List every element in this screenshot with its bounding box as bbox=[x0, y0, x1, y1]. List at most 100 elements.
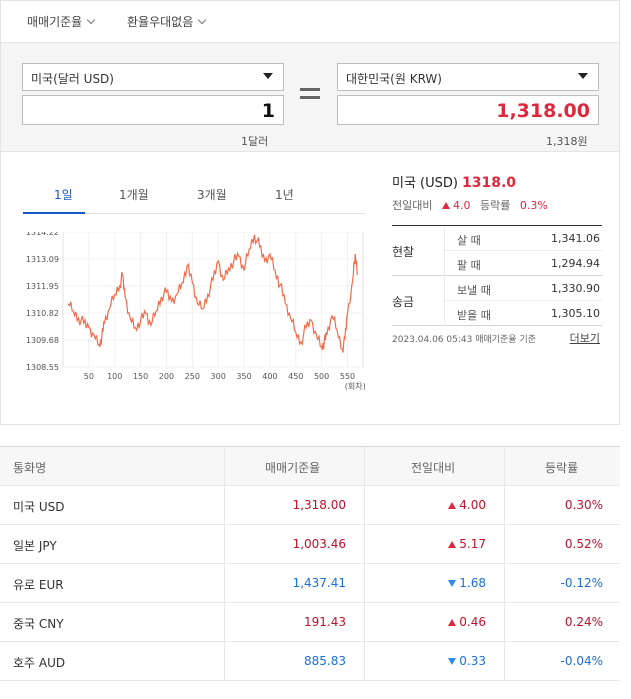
equals-icon bbox=[300, 88, 320, 104]
change-value: 0.33 bbox=[459, 654, 486, 668]
to-currency-select[interactable]: 대한민국(원 KRW) bbox=[337, 63, 599, 91]
summary-currency: 미국 (USD) bbox=[392, 176, 458, 191]
change-label: 전일대비 bbox=[392, 199, 433, 212]
change-value: 5.17 bbox=[459, 537, 486, 551]
to-currency-label: 대한민국(원 KRW) bbox=[346, 72, 442, 86]
x-unit-label: (회차) bbox=[345, 382, 366, 391]
x-tick-label: 150 bbox=[133, 372, 148, 381]
rate-row: 팔 때 1,294.94 bbox=[444, 251, 602, 276]
rate-row-value: 1,305.10 bbox=[551, 307, 600, 320]
header-name: 통화명 bbox=[13, 461, 47, 475]
rate-row: 받을 때 1,305.10 bbox=[444, 301, 602, 326]
x-tick-label: 500 bbox=[314, 372, 329, 381]
table-row[interactable]: 미국 USD 1,318.00 4.00 0.30% bbox=[0, 486, 620, 525]
from-currency-label: 미국(달러 USD) bbox=[31, 72, 114, 86]
x-tick-label: 350 bbox=[236, 372, 251, 381]
rate-type-label: 매매기준율 bbox=[27, 15, 83, 29]
table-row[interactable]: 일본 JPY 1,003.46 5.17 0.52% bbox=[0, 525, 620, 564]
more-link[interactable]: 더보기 bbox=[569, 332, 600, 345]
currency-rate: 191.43 bbox=[304, 615, 346, 629]
header-change: 전일대비 bbox=[411, 461, 456, 475]
currency-rate: 885.83 bbox=[304, 654, 346, 668]
change-value: 0.46 bbox=[459, 615, 486, 629]
currency-name[interactable]: 중국 CNY bbox=[13, 617, 64, 631]
rate-row: 보낼 때 1,330.90 bbox=[444, 276, 602, 301]
currency-pct: 0.24% bbox=[564, 615, 603, 629]
table-row[interactable]: 호주 AUD 885.83 0.33 -0.04% bbox=[0, 642, 620, 681]
rate-row-value: 1,341.06 bbox=[551, 232, 600, 245]
rate-panel: 1일 1개월 3개월 1년 1314.22 1313.09 1311.95 1310.… bbox=[0, 152, 620, 425]
currency-change: 4.00 bbox=[448, 498, 486, 512]
up-arrow-icon bbox=[448, 541, 457, 548]
dropdown-arrow-icon bbox=[578, 73, 588, 79]
table-row[interactable]: 중국 CNY 191.43 0.46 0.24% bbox=[0, 603, 620, 642]
group-name: 현찰 bbox=[392, 245, 415, 259]
rate-row-value: 1,330.90 bbox=[551, 282, 600, 295]
chevron-down-icon bbox=[198, 15, 207, 25]
x-tick-label: 100 bbox=[107, 372, 122, 381]
group-name: 송금 bbox=[392, 295, 415, 309]
down-arrow-icon bbox=[448, 580, 457, 587]
remit-rate-group: 송금 보낼 때 1,330.90 받을 때 1,305.10 bbox=[392, 276, 602, 326]
summary-rate: 1318.0 bbox=[461, 175, 517, 191]
currency-list: 통화명 매매기준율 전일대비 등락률 미국 USD 1,318.00 4.00 0.3… bbox=[0, 446, 620, 681]
dropdown-arrow-icon bbox=[263, 73, 273, 79]
y-tick-label: 1313.09 bbox=[26, 255, 59, 264]
from-currency-select[interactable]: 미국(달러 USD) bbox=[22, 63, 284, 91]
to-amount-input[interactable]: 1,318.00 bbox=[337, 95, 599, 125]
currency-rate: 1,003.46 bbox=[292, 537, 346, 551]
summary-change: 4.0 bbox=[452, 199, 471, 212]
plot-area bbox=[62, 232, 364, 368]
header-rate: 매매기준율 bbox=[265, 461, 321, 475]
table-row[interactable]: 유로 EUR 1,437.41 1.68 -0.12% bbox=[0, 564, 620, 603]
x-tick-label: 550 bbox=[340, 372, 355, 381]
x-tick-label: 300 bbox=[211, 372, 226, 381]
currency-change: 0.33 bbox=[448, 654, 486, 668]
header-pct: 등락률 bbox=[545, 461, 579, 475]
down-arrow-icon bbox=[448, 658, 457, 665]
tab-1day[interactable]: 1일 bbox=[54, 188, 73, 202]
rate-row-label: 팔 때 bbox=[457, 259, 481, 272]
tab-3month[interactable]: 3개월 bbox=[197, 188, 227, 202]
currency-pct: 0.30% bbox=[564, 498, 603, 512]
up-arrow-icon bbox=[448, 619, 457, 626]
currency-name[interactable]: 유로 EUR bbox=[13, 578, 64, 592]
currency-change: 0.46 bbox=[448, 615, 486, 629]
currency-pct: -0.12% bbox=[560, 576, 603, 590]
summary-pct: 0.3% bbox=[519, 199, 548, 212]
from-unit-label: 1달러 bbox=[241, 135, 269, 148]
active-tab-indicator bbox=[23, 212, 85, 214]
x-tick-label: 50 bbox=[84, 372, 94, 381]
rate-type-dropdown[interactable]: 매매기준율 bbox=[27, 13, 96, 30]
currency-name[interactable]: 일본 JPY bbox=[13, 539, 57, 553]
tab-1year[interactable]: 1년 bbox=[275, 188, 294, 202]
rate-detail-table: 현찰 살 때 1,341.06 팔 때 1,294.94 송금 보낼 때 1,3… bbox=[392, 225, 602, 326]
currency-pct: -0.04% bbox=[560, 654, 603, 668]
currency-name[interactable]: 미국 USD bbox=[13, 500, 65, 514]
y-tick-label: 1308.55 bbox=[26, 363, 59, 372]
from-amount-input[interactable]: 1 bbox=[22, 95, 284, 125]
period-tabs: 1일 1개월 3개월 1년 bbox=[23, 184, 365, 214]
currency-rate: 1,318.00 bbox=[292, 498, 346, 512]
preference-dropdown[interactable]: 환율우대없음 bbox=[127, 13, 207, 30]
currency-name[interactable]: 호주 AUD bbox=[13, 656, 66, 670]
rate-series-line bbox=[67, 234, 359, 353]
x-tick-label: 400 bbox=[262, 372, 277, 381]
tab-1month[interactable]: 1개월 bbox=[119, 188, 149, 202]
rate-row-value: 1,294.94 bbox=[551, 257, 600, 270]
y-tick-label: 1314.22 bbox=[26, 232, 59, 237]
x-tick-label: 450 bbox=[288, 372, 303, 381]
rate-row: 살 때 1,341.06 bbox=[444, 226, 602, 251]
x-tick-label: 250 bbox=[185, 372, 200, 381]
exchange-rate-chart: 1314.22 1313.09 1311.95 1310.82 1309.68 1308.… bbox=[26, 232, 366, 391]
up-arrow-icon bbox=[448, 502, 457, 509]
footnote: 2023.04.06 05:43 매매기준율 기준 더보기 bbox=[392, 332, 602, 345]
currency-converter: 미국(달러 USD) 1 1달러 대한민국(원 KRW) 1,318.00 1,… bbox=[0, 42, 620, 152]
top-bar: 매매기준율 환율우대없음 bbox=[0, 0, 620, 42]
rate-summary: 미국 (USD) 1318.0 전일대비 4.0 등락률 0.3% bbox=[392, 172, 602, 213]
currency-pct: 0.52% bbox=[564, 537, 603, 551]
currency-change: 1.68 bbox=[448, 576, 486, 590]
pct-label: 등락률 bbox=[479, 199, 511, 212]
change-value: 1.68 bbox=[459, 576, 486, 590]
y-tick-label: 1311.95 bbox=[26, 282, 59, 291]
